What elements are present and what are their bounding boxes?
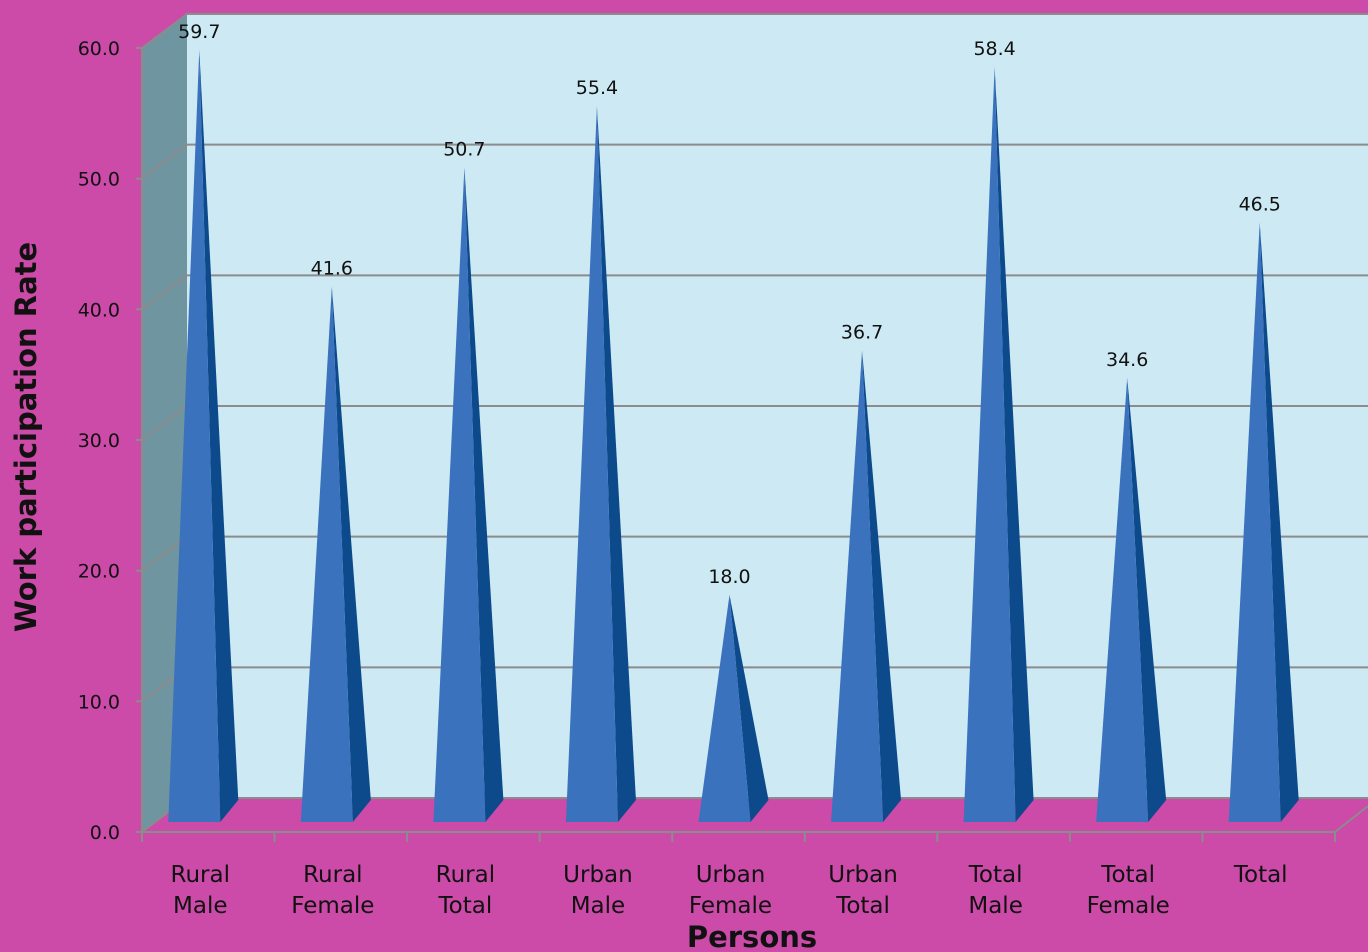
x-tick-label: Total <box>968 862 1023 888</box>
x-tick-label: Female <box>1087 893 1170 919</box>
x-tick-label: Female <box>689 893 772 919</box>
x-tick-label: Male <box>968 893 1022 919</box>
y-tick-label: 40.0 <box>78 299 120 321</box>
pyramid-bar-side <box>1259 222 1299 822</box>
data-label: 59.7 <box>178 21 220 43</box>
x-tick-label: Male <box>173 893 227 919</box>
x-tick-label: Total <box>835 893 890 919</box>
gridline <box>141 13 1368 49</box>
x-tick-label: Total <box>438 893 493 919</box>
x-tick-label: Urban <box>828 862 898 888</box>
pyramid-bar-side <box>1127 377 1167 822</box>
x-axis-title: Persons <box>687 920 817 952</box>
gridline <box>141 274 1368 311</box>
x-tick-label: Rural <box>171 862 230 888</box>
pyramid-bar <box>168 49 221 823</box>
x-tick-label: Rural <box>303 862 362 888</box>
x-tick-label: Urban <box>563 862 633 888</box>
y-tick-label: 60.0 <box>78 38 120 60</box>
pyramid-bar-side <box>994 66 1034 822</box>
pyramid-bar <box>433 167 486 822</box>
x-axis-end <box>1334 805 1368 833</box>
data-label: 46.5 <box>1239 193 1281 215</box>
pyramid-bar <box>300 286 353 823</box>
y-tick-label: 30.0 <box>78 430 120 452</box>
x-tick-label: Urban <box>696 862 766 888</box>
data-label: 55.4 <box>576 77 618 99</box>
data-label: 41.6 <box>311 257 353 279</box>
pyramid-bar <box>565 106 618 822</box>
y-tick-label: 50.0 <box>78 169 120 191</box>
pyramid-bar-side <box>862 350 902 822</box>
pyramid-bar <box>831 350 884 822</box>
pyramid-bar-side <box>596 106 636 822</box>
pyramid-bar-side <box>331 286 371 823</box>
pyramid-bar <box>1228 222 1281 822</box>
y-axis-title: Work participation Rate <box>9 242 43 632</box>
x-tick-label: Rural <box>436 862 495 888</box>
data-label: 18.0 <box>708 566 750 588</box>
y-tick-label: 0.0 <box>90 822 120 844</box>
x-tick-label: Male <box>571 893 625 919</box>
pyramid-bar <box>963 66 1016 822</box>
x-tick-label: Total <box>1100 862 1155 888</box>
gridline <box>141 143 1368 180</box>
data-label: 34.6 <box>1106 349 1148 371</box>
pyramid-bar-side <box>199 49 239 823</box>
x-tick-label: Total <box>1233 862 1288 888</box>
y-tick-label: 20.0 <box>78 561 120 583</box>
pyramid-bar <box>1096 377 1149 822</box>
pyramid-bar-side <box>729 594 769 822</box>
data-label: 36.7 <box>841 321 883 343</box>
pyramid-bar <box>698 594 751 822</box>
data-label: 50.7 <box>443 139 485 161</box>
data-label: 58.4 <box>973 38 1015 60</box>
y-tick-label: 10.0 <box>78 691 120 713</box>
x-tick-label: Female <box>291 893 374 919</box>
pyramid-bar-side <box>464 167 504 822</box>
